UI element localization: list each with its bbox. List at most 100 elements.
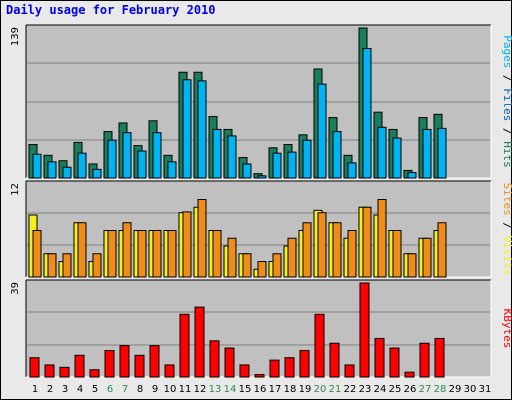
bar-kbytes-day-4: [74, 354, 85, 378]
bar-pages-day-23: [362, 48, 372, 179]
y-axis-label-separator: /: [501, 216, 512, 236]
y-axis-label-part: Pages: [501, 35, 512, 68]
x-tick-label-day-23: 23: [359, 384, 372, 395]
y-axis-label-part: Files: [501, 88, 512, 121]
bar-sites-day-19: [302, 222, 312, 278]
x-tick-label-day-16: 16: [254, 384, 267, 395]
y-max-label: 39: [10, 282, 21, 295]
bar-sites-day-2: [47, 253, 57, 278]
bar-pages-day-18: [287, 151, 297, 179]
bar-kbytes-day-26: [404, 371, 415, 378]
bar-sites-day-24: [377, 199, 387, 278]
bar-kbytes-day-13: [209, 340, 220, 378]
bar-kbytes-day-6: [104, 349, 115, 378]
bar-pages-day-1: [32, 153, 42, 179]
bar-sites-day-6: [107, 230, 117, 278]
x-tick-label-day-14: 14: [224, 384, 237, 395]
x-tick-label-day-18: 18: [284, 384, 297, 395]
bar-kbytes-day-1: [29, 357, 40, 378]
bar-kbytes-day-16: [254, 374, 265, 378]
bar-sites-day-9: [152, 230, 162, 278]
x-tick-label-day-3: 3: [62, 384, 68, 395]
x-tick-label-day-15: 15: [239, 384, 252, 395]
x-tick-label-day-30: 30: [464, 384, 477, 395]
x-tick-label-day-12: 12: [194, 384, 207, 395]
bar-sites-day-7: [122, 222, 132, 278]
x-tick-label-day-28: 28: [434, 384, 447, 395]
bar-kbytes-day-14: [224, 347, 235, 378]
bar-pages-day-7: [122, 132, 132, 179]
y-axis-label-separator: /: [501, 121, 512, 141]
x-tick-label-day-11: 11: [179, 384, 192, 395]
y-axis-label: Sites / Visits: [501, 183, 512, 276]
bar-kbytes-day-17: [269, 359, 280, 378]
y-axis-label-part: Visits: [501, 236, 512, 276]
bar-sites-day-13: [212, 230, 222, 278]
bar-sites-day-16: [257, 261, 267, 278]
y-axis-label-part: Hits: [501, 141, 512, 168]
y-max-label: 139: [10, 27, 21, 46]
bar-sites-day-1: [32, 230, 42, 278]
bar-sites-day-26: [407, 253, 417, 278]
bar-sites-day-20: [317, 212, 327, 278]
bar-pages-day-10: [167, 161, 177, 179]
x-tick-label-day-7: 7: [122, 384, 128, 395]
bar-kbytes-day-25: [389, 347, 400, 378]
bar-pages-day-14: [227, 135, 237, 179]
x-tick-label-day-10: 10: [164, 384, 177, 395]
x-tick-label-day-29: 29: [449, 384, 462, 395]
bar-kbytes-day-18: [284, 357, 295, 378]
bar-pages-day-17: [272, 152, 282, 179]
x-tick-label-day-1: 1: [32, 384, 38, 395]
bar-kbytes-day-5: [89, 369, 100, 378]
bar-pages-day-6: [107, 139, 117, 179]
bar-sites-day-25: [392, 230, 402, 278]
x-tick-label-day-19: 19: [299, 384, 312, 395]
chart-title: Daily usage for February 2010: [6, 3, 216, 17]
bar-kbytes-day-15: [239, 364, 250, 378]
bar-pages-day-20: [317, 83, 327, 179]
x-tick-label-day-9: 9: [152, 384, 158, 395]
bar-sites-day-10: [167, 230, 177, 278]
bar-pages-day-27: [422, 128, 432, 179]
bar-kbytes-day-10: [164, 364, 175, 378]
x-tick-label-day-26: 26: [404, 384, 417, 395]
bar-pages-day-19: [302, 139, 312, 179]
x-tick-label-day-24: 24: [374, 384, 387, 395]
bar-kbytes-day-11: [179, 313, 190, 378]
bar-kbytes-day-3: [59, 366, 70, 378]
bar-pages-day-12: [197, 80, 207, 179]
bar-kbytes-day-28: [434, 337, 445, 378]
x-tick-label-day-17: 17: [269, 384, 282, 395]
x-tick-label-day-6: 6: [107, 384, 113, 395]
x-tick-label-day-27: 27: [419, 384, 432, 395]
bar-pages-day-28: [437, 127, 447, 179]
bar-pages-day-25: [392, 137, 402, 179]
bar-sites-day-14: [227, 237, 237, 278]
bar-pages-day-8: [137, 150, 147, 179]
bar-pages-day-5: [92, 168, 102, 179]
x-tick-label-day-31: 31: [479, 384, 492, 395]
bar-kbytes-day-7: [119, 345, 130, 378]
bar-pages-day-24: [377, 126, 387, 179]
bar-kbytes-day-2: [44, 364, 55, 378]
bar-pages-day-21: [332, 131, 342, 179]
x-tick-label-day-25: 25: [389, 384, 402, 395]
bar-sites-day-18: [287, 237, 297, 278]
x-tick-label-day-8: 8: [137, 384, 143, 395]
x-tick-label-day-21: 21: [329, 384, 342, 395]
bar-sites-day-12: [197, 199, 207, 278]
bar-sites-day-5: [92, 253, 102, 278]
x-tick-label-day-2: 2: [47, 384, 53, 395]
bar-sites-day-8: [137, 230, 147, 278]
bar-kbytes-day-19: [299, 349, 310, 378]
x-tick-label-day-4: 4: [77, 384, 83, 395]
y-axis-label-part: KBytes: [501, 309, 512, 349]
bar-kbytes-day-12: [194, 306, 205, 378]
bar-sites-day-21: [332, 222, 342, 278]
bar-sites-day-17: [272, 253, 282, 278]
bar-sites-day-23: [362, 206, 372, 278]
bar-pages-day-2: [47, 161, 57, 179]
bar-sites-day-22: [347, 230, 357, 278]
y-axis-label: KBytes: [501, 309, 512, 349]
